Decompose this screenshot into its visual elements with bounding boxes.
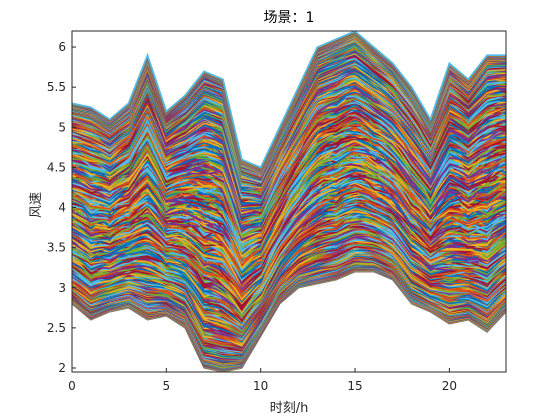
chart-title: 场景：1 — [264, 10, 315, 26]
series-layer — [72, 31, 506, 372]
y-tick-label: 2 — [58, 361, 66, 375]
y-tick-label: 3 — [58, 281, 66, 295]
y-tick-label: 2.5 — [47, 321, 66, 335]
y-tick-label: 5.5 — [47, 80, 66, 94]
y-tick-label: 4 — [58, 201, 66, 215]
y-tick-label: 5 — [58, 120, 66, 134]
x-tick-label: 0 — [68, 379, 76, 393]
x-tick-label: 10 — [253, 379, 268, 393]
y-tick-label: 6 — [58, 40, 66, 54]
x-axis: 0 5 10 15 20 — [68, 368, 457, 393]
x-axis-label: 时刻/h — [270, 401, 309, 416]
series-line — [72, 31, 506, 169]
x-tick-label: 20 — [442, 379, 457, 393]
y-axis-label: 风速 — [29, 192, 44, 218]
y-tick-label: 3.5 — [47, 241, 66, 255]
x-tick-label: 5 — [163, 379, 171, 393]
axes-box — [71, 30, 507, 373]
y-axis: 2 2.5 3 3.5 4 4.5 5 5.5 6 — [47, 40, 76, 375]
y-tick-label: 4.5 — [47, 160, 66, 174]
x-tick-label: 15 — [347, 379, 362, 393]
